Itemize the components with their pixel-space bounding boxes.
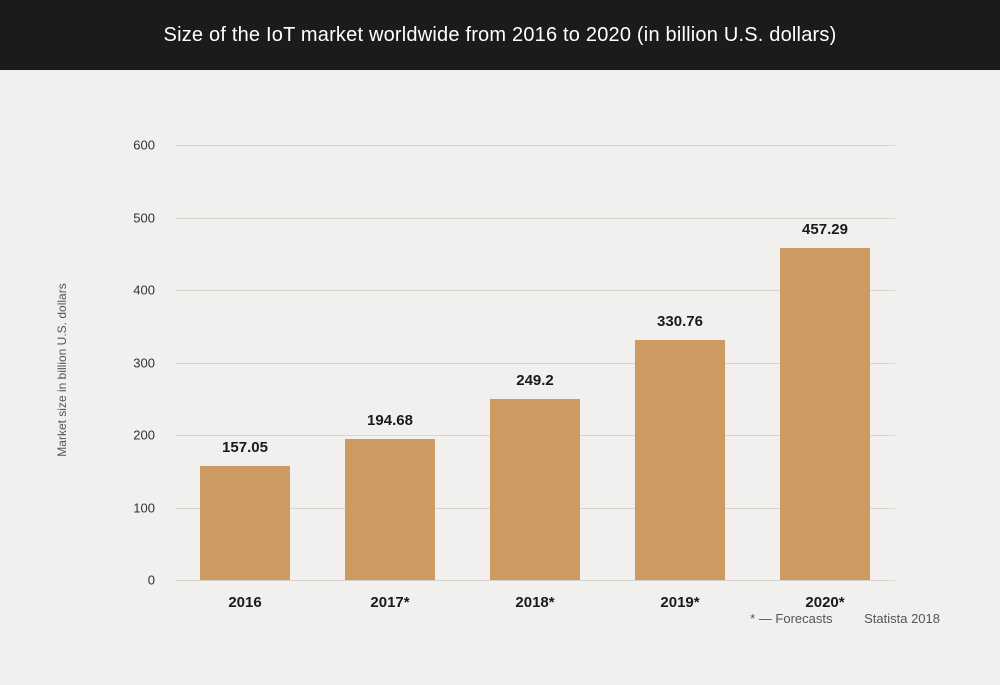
gridline bbox=[175, 218, 895, 219]
bar: 330.76 bbox=[635, 340, 725, 580]
chart-title: Size of the IoT market worldwide from 20… bbox=[164, 24, 837, 47]
plot-area: 0100200300400500600157.052016194.682017*… bbox=[175, 145, 895, 580]
chart-header: Size of the IoT market worldwide from 20… bbox=[0, 0, 1000, 70]
y-axis-label: Market size in billion U.S. dollars bbox=[55, 283, 69, 456]
bar: 457.29 bbox=[780, 248, 870, 580]
x-tick-label: 2018* bbox=[515, 594, 554, 611]
x-tick-label: 2016 bbox=[228, 594, 261, 611]
y-tick-label: 500 bbox=[115, 210, 155, 225]
bar-value-label: 457.29 bbox=[802, 221, 848, 238]
y-tick-label: 300 bbox=[115, 355, 155, 370]
gridline bbox=[175, 145, 895, 146]
x-tick-label: 2020* bbox=[805, 594, 844, 611]
bar-value-label: 157.05 bbox=[222, 439, 268, 456]
forecast-note: * — Forecasts bbox=[750, 611, 832, 626]
chart-container: Market size in billion U.S. dollars 0100… bbox=[0, 70, 1000, 650]
bar-value-label: 249.2 bbox=[516, 372, 554, 389]
bar: 194.68 bbox=[345, 439, 435, 580]
bar-value-label: 194.68 bbox=[367, 412, 413, 429]
bar-value-label: 330.76 bbox=[657, 313, 703, 330]
source-note: Statista 2018 bbox=[864, 611, 940, 626]
bar: 249.2 bbox=[490, 399, 580, 580]
y-tick-label: 400 bbox=[115, 283, 155, 298]
y-tick-label: 100 bbox=[115, 500, 155, 515]
bar: 157.05 bbox=[200, 466, 290, 580]
gridline bbox=[175, 580, 895, 581]
y-tick-label: 200 bbox=[115, 428, 155, 443]
x-tick-label: 2017* bbox=[370, 594, 409, 611]
chart-footnote: * — Forecasts Statista 2018 bbox=[750, 611, 940, 626]
y-tick-label: 600 bbox=[115, 138, 155, 153]
y-tick-label: 0 bbox=[115, 573, 155, 588]
x-tick-label: 2019* bbox=[660, 594, 699, 611]
